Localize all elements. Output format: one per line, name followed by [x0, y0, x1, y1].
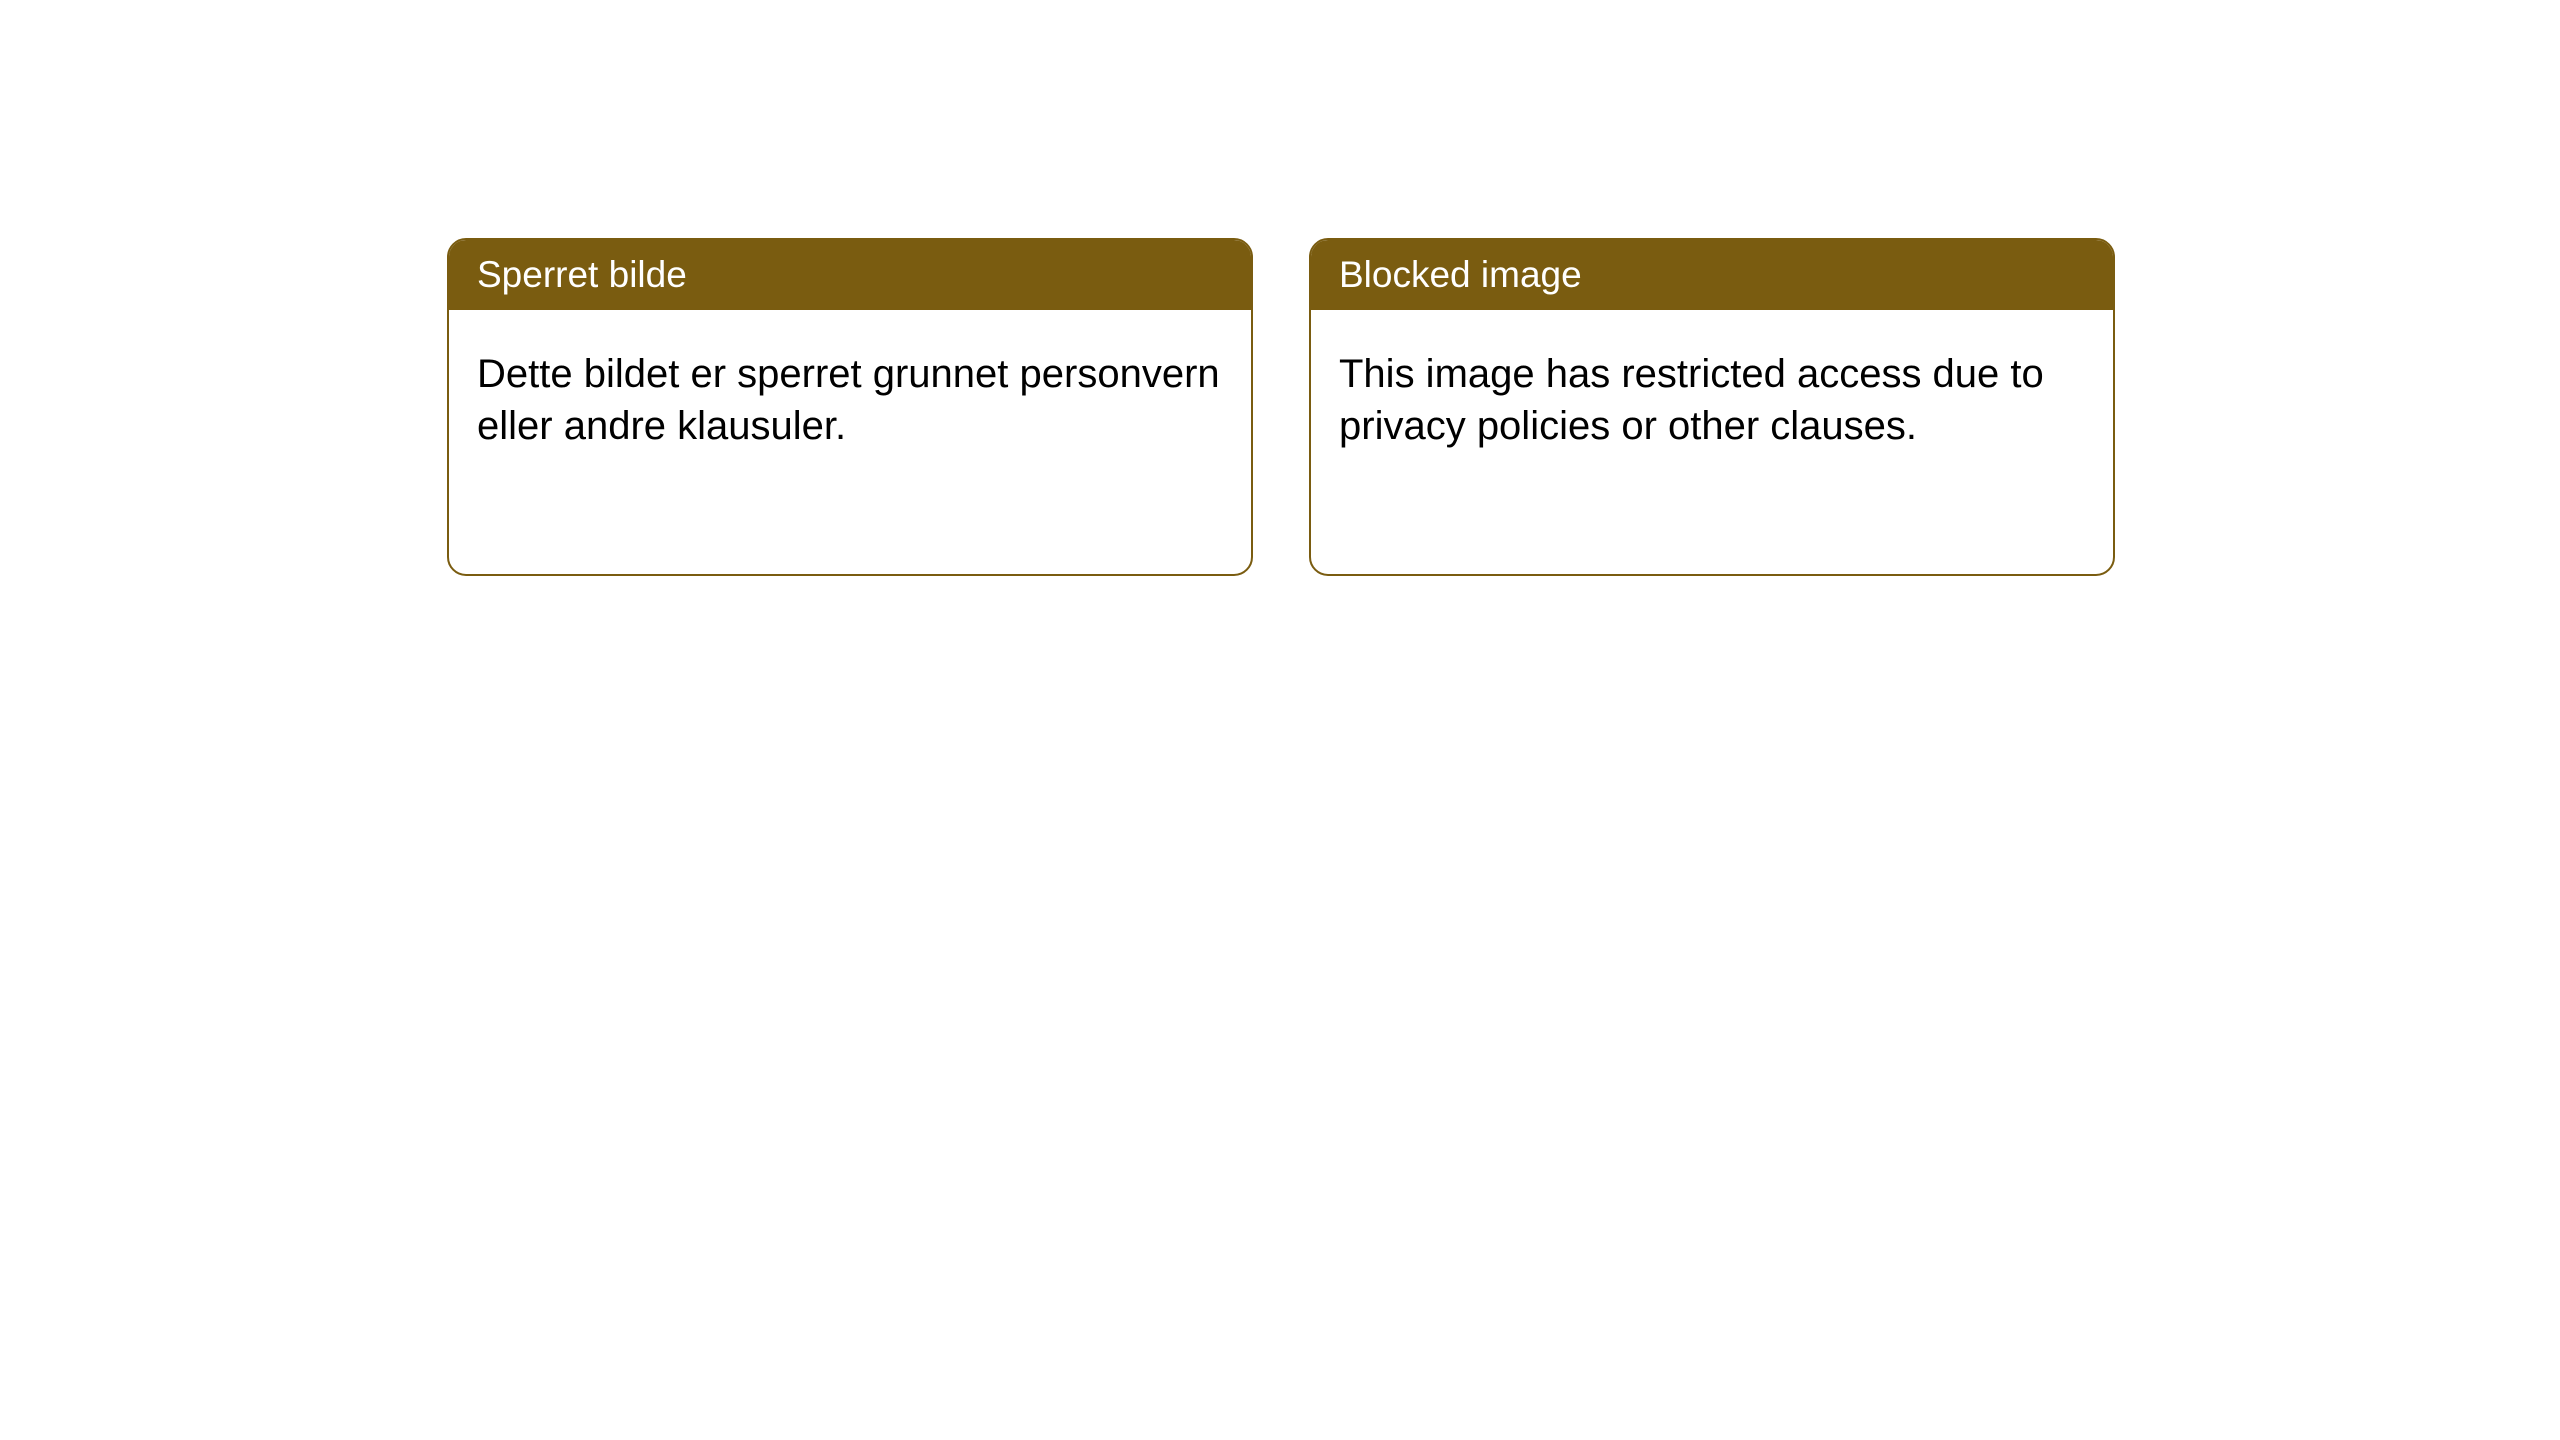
card-title-no: Sperret bilde — [477, 254, 687, 295]
blocked-image-card-no: Sperret bilde Dette bildet er sperret gr… — [447, 238, 1253, 576]
card-header-en: Blocked image — [1311, 240, 2113, 310]
card-title-en: Blocked image — [1339, 254, 1582, 295]
card-message-no: Dette bildet er sperret grunnet personve… — [477, 352, 1220, 448]
card-body-no: Dette bildet er sperret grunnet personve… — [449, 310, 1251, 490]
blocked-image-card-en: Blocked image This image has restricted … — [1309, 238, 2115, 576]
card-body-en: This image has restricted access due to … — [1311, 310, 2113, 490]
card-header-no: Sperret bilde — [449, 240, 1251, 310]
card-message-en: This image has restricted access due to … — [1339, 352, 2044, 448]
notice-container: Sperret bilde Dette bildet er sperret gr… — [447, 238, 2115, 576]
